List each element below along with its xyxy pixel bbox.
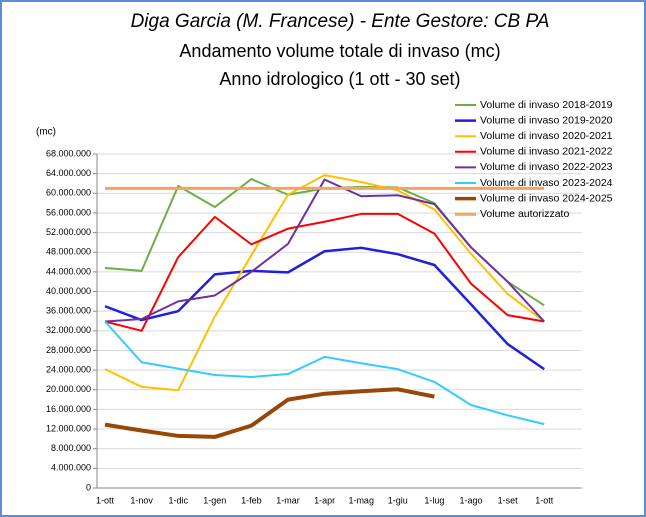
legend-label: Volume di invaso 2021-2022 (480, 146, 613, 158)
legend-label: Volume di invaso 2019-2020 (480, 114, 613, 126)
y-tick-label: 56.000.000 (46, 207, 91, 217)
y-tick-label: 32.000.000 (46, 325, 91, 335)
y-tick-label: 36.000.000 (46, 306, 91, 316)
series-line (104, 174, 545, 392)
y-tick-label: 40.000.000 (46, 286, 91, 296)
y-tick-label: 52.000.000 (46, 227, 91, 237)
y-tick-label: 12.000.000 (46, 423, 91, 433)
y-tick-label: 64.000.000 (46, 168, 91, 178)
y-tick-label: 8.000.000 (51, 443, 91, 453)
legend-label: Volume di invaso 2024-2025 (480, 192, 613, 204)
x-tick-label: 1-mag (348, 495, 374, 505)
legend-label: Volume autorizzato (480, 208, 569, 220)
x-tick-label: 1-ott (96, 495, 115, 505)
x-tick-label: 1-apr (314, 495, 335, 505)
y-tick-label: 48.000.000 (46, 247, 91, 257)
x-tick-label: 1-nov (130, 495, 153, 505)
x-tick-label: 1-dic (168, 495, 188, 505)
x-tick-label: 1-lug (424, 495, 444, 505)
y-tick-label: 0 (86, 482, 91, 492)
y-tick-label: 60.000.000 (46, 188, 91, 198)
x-tick-label: 1-gen (203, 495, 226, 505)
chart-subtitle: Andamento volume totale di invaso (mc) (179, 41, 500, 61)
legend-label: Volume di invaso 2022-2023 (480, 161, 613, 173)
legend-label: Volume di invaso 2018-2019 (480, 99, 613, 111)
y-tick-label: 20.000.000 (46, 384, 91, 394)
chart-subtitle: Anno idrologico (1 ott - 30 set) (219, 69, 460, 89)
series-line (104, 246, 545, 371)
x-tick-label: 1-giu (388, 495, 408, 505)
legend-label: Volume di invaso 2020-2021 (480, 130, 613, 142)
x-tick-label: 1-mar (276, 495, 300, 505)
chart-title: Diga Garcia (M. Francese) - Ente Gestore… (131, 11, 550, 32)
x-tick-label: 1-feb (241, 495, 262, 505)
y-tick-label: 4.000.000 (51, 463, 91, 473)
x-tick-label: 1-ago (459, 495, 482, 505)
x-tick-label: 1-set (498, 495, 519, 505)
y-tick-label: 16.000.000 (46, 404, 91, 414)
series-line (104, 212, 545, 332)
y-tick-label: 24.000.000 (46, 364, 91, 374)
y-axis-label: (mc) (36, 127, 56, 138)
y-tick-label: 28.000.000 (46, 345, 91, 355)
y-tick-label: 44.000.000 (46, 266, 91, 276)
x-tick-label: 1-ott (535, 495, 554, 505)
y-tick-label: 68.000.000 (46, 148, 91, 158)
series-line (104, 178, 545, 323)
legend-label: Volume di invaso 2023-2024 (480, 177, 613, 189)
series-line (104, 320, 545, 426)
series-line (104, 387, 435, 439)
